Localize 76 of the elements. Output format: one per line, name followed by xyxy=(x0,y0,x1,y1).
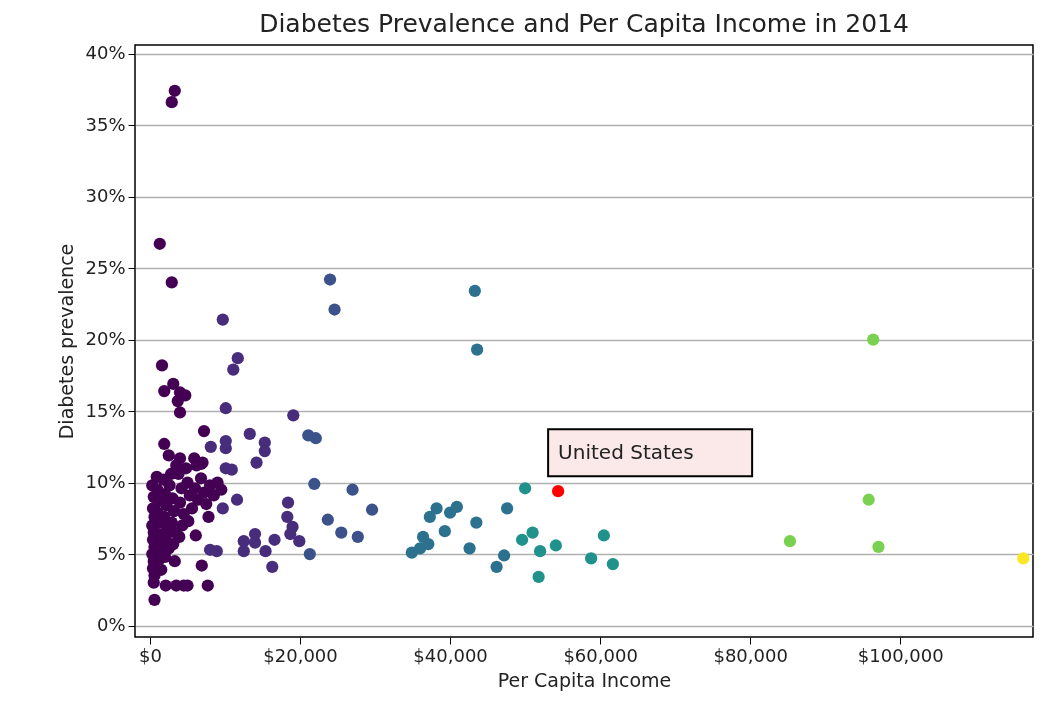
point xyxy=(281,510,294,523)
point xyxy=(250,456,263,469)
point xyxy=(500,502,514,515)
x-tick-label: $20,000 xyxy=(263,644,338,666)
point xyxy=(515,533,529,546)
point xyxy=(606,557,620,571)
point xyxy=(532,570,545,584)
point xyxy=(308,477,321,491)
x-tick-label: $100,000 xyxy=(857,644,944,666)
point xyxy=(287,409,300,422)
point xyxy=(463,542,476,555)
point xyxy=(450,500,463,513)
point xyxy=(237,545,250,558)
point xyxy=(423,510,436,523)
point xyxy=(309,432,322,445)
point xyxy=(551,485,565,498)
point xyxy=(268,533,281,546)
point xyxy=(862,493,875,506)
point xyxy=(323,273,337,286)
point xyxy=(216,502,229,515)
y-axis-title: Diabetes prevalence xyxy=(55,243,78,440)
y-tick-label: 10% xyxy=(85,471,126,493)
point xyxy=(321,513,334,526)
y-tick-label: 20% xyxy=(85,328,126,350)
point xyxy=(335,526,348,539)
point xyxy=(497,549,511,562)
point xyxy=(230,493,244,506)
chart-title: Diabetes Prevalence and Per Capita Income in 2014 xyxy=(259,8,909,38)
y-tick-label: 15% xyxy=(85,399,126,421)
point xyxy=(430,502,443,515)
point xyxy=(526,526,539,539)
point xyxy=(258,444,271,458)
point xyxy=(303,547,316,561)
point xyxy=(346,483,359,496)
point xyxy=(1017,552,1030,565)
x-tick-label: $80,000 xyxy=(713,644,788,666)
point xyxy=(867,333,880,346)
x-axis-title: Per Capita Income xyxy=(497,668,672,691)
point xyxy=(281,496,295,509)
point xyxy=(597,529,610,542)
point xyxy=(468,284,481,298)
point xyxy=(351,530,364,544)
point xyxy=(219,402,232,415)
point xyxy=(490,560,503,574)
y-tick-label: 35% xyxy=(85,113,126,135)
point xyxy=(231,352,244,365)
point xyxy=(470,516,483,529)
point xyxy=(293,535,306,548)
x-tick-label: $60,000 xyxy=(563,644,638,666)
point xyxy=(549,539,562,552)
point xyxy=(204,440,217,453)
x-tick-label: $40,000 xyxy=(413,644,488,666)
point xyxy=(470,343,484,356)
x-tick-label: $0 xyxy=(139,644,162,666)
point xyxy=(533,545,547,558)
point xyxy=(216,313,229,326)
point xyxy=(365,503,379,516)
point xyxy=(259,545,272,558)
point xyxy=(438,525,451,538)
annotation: United States xyxy=(558,440,694,465)
point xyxy=(227,363,240,376)
y-tick-label: 0% xyxy=(96,614,126,636)
y-tick-label: 30% xyxy=(85,185,126,207)
point xyxy=(328,303,341,316)
point xyxy=(422,537,435,551)
y-tick-label: 5% xyxy=(96,542,126,564)
y-tick-label: 40% xyxy=(85,42,126,64)
point xyxy=(585,552,598,565)
point xyxy=(248,536,262,549)
point xyxy=(266,560,279,574)
point xyxy=(783,535,797,548)
point xyxy=(518,482,532,495)
point xyxy=(284,527,297,541)
y-tick-label: 25% xyxy=(85,256,126,278)
point xyxy=(872,540,885,554)
point xyxy=(243,427,256,441)
